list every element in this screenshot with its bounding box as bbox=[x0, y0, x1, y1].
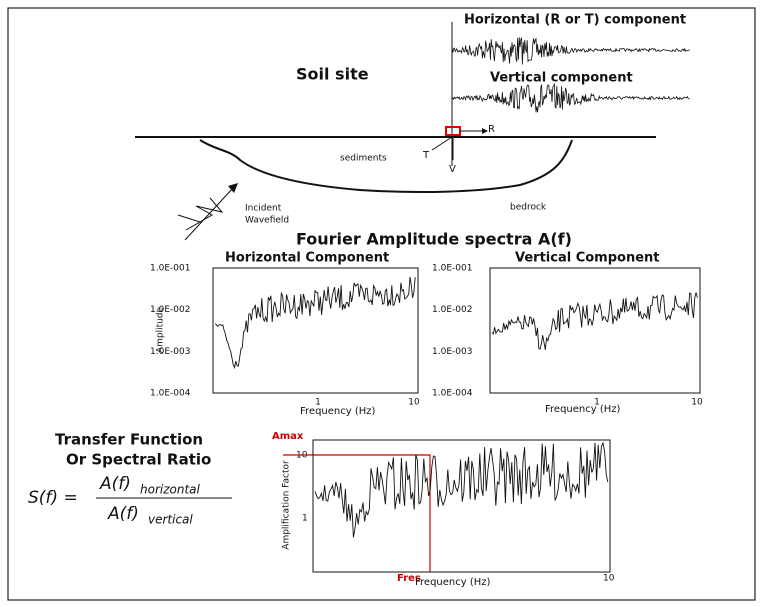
incident-label: Wavefield bbox=[245, 216, 289, 226]
formula: vertical bbox=[148, 513, 193, 527]
x-axis-label: Frequency (Hz) bbox=[415, 577, 491, 588]
t-label: T bbox=[422, 150, 430, 161]
spectrum-curve bbox=[491, 292, 698, 350]
y-tick-label: 1.0E-004 bbox=[432, 389, 473, 399]
frame bbox=[7, 7, 756, 601]
bedrock-label: bedrock bbox=[510, 203, 547, 213]
arrow-t bbox=[431, 136, 453, 151]
plot-area bbox=[312, 439, 611, 573]
incident-label: Incident bbox=[245, 204, 282, 214]
x-axis-label: Frequency (Hz) bbox=[300, 406, 376, 417]
basin bbox=[199, 139, 573, 194]
amax-fres-guide bbox=[283, 454, 431, 572]
spectra-title: Fourier Amplitude spectra A(f) bbox=[296, 230, 572, 249]
y-tick-label: 1.0E-004 bbox=[150, 389, 191, 399]
y-axis-label: Amplitude bbox=[156, 306, 166, 353]
y-tick-label: 1.0E-001 bbox=[432, 264, 472, 274]
plot-area bbox=[489, 267, 701, 394]
seismogram bbox=[451, 82, 690, 113]
sediments-label: sediments bbox=[340, 154, 387, 164]
horizontal-label: Horizontal (R or T) component bbox=[464, 13, 686, 28]
spectrum-curve bbox=[314, 441, 609, 538]
x-tick-label: 1 bbox=[315, 398, 321, 408]
spectrum-curve bbox=[214, 276, 416, 369]
plot-area bbox=[212, 267, 419, 394]
station bbox=[445, 126, 461, 136]
amax-label: Amax bbox=[272, 431, 304, 442]
x-tick-label: 10 bbox=[408, 398, 420, 408]
site-label: Soil site bbox=[296, 65, 369, 84]
transfer-title: Transfer Function bbox=[55, 431, 203, 449]
seismogram bbox=[451, 37, 690, 65]
formula: A(f) bbox=[99, 474, 131, 494]
y-tick-label: 1.0E-001 bbox=[150, 264, 190, 274]
vertical-label: Vertical component bbox=[490, 71, 633, 86]
arrowhead bbox=[482, 128, 488, 134]
transfer-title: Or Spectral Ratio bbox=[66, 451, 211, 469]
fres-label: Fres bbox=[397, 573, 421, 584]
y-tick-label: 1.0E-002 bbox=[432, 305, 472, 315]
y-tick-label: 1.0E-003 bbox=[432, 347, 472, 357]
y-axis-label: Amplification Factor bbox=[282, 460, 292, 550]
formula: horizontal bbox=[140, 483, 201, 497]
x-tick-label: 10 bbox=[691, 398, 703, 408]
chart-title: Vertical Component bbox=[515, 251, 660, 266]
chart-title: Horizontal Component bbox=[225, 251, 389, 266]
x-axis-label: Frequency (Hz) bbox=[545, 404, 621, 415]
y-tick-label: 1.0E-002 bbox=[150, 305, 190, 315]
wave-arrow bbox=[184, 187, 234, 241]
v-label: V bbox=[449, 164, 456, 175]
y-tick-label: 1 bbox=[302, 514, 308, 524]
formula: A(f) bbox=[107, 504, 139, 524]
x-tick-label: 10 bbox=[603, 574, 615, 584]
y-tick-label: 1.0E-003 bbox=[150, 347, 190, 357]
wavefront bbox=[177, 197, 224, 231]
r-label: R bbox=[488, 124, 495, 135]
formula: S(f) = bbox=[28, 488, 78, 508]
x-tick-label: 1 bbox=[594, 398, 600, 408]
arrowhead bbox=[228, 183, 238, 193]
